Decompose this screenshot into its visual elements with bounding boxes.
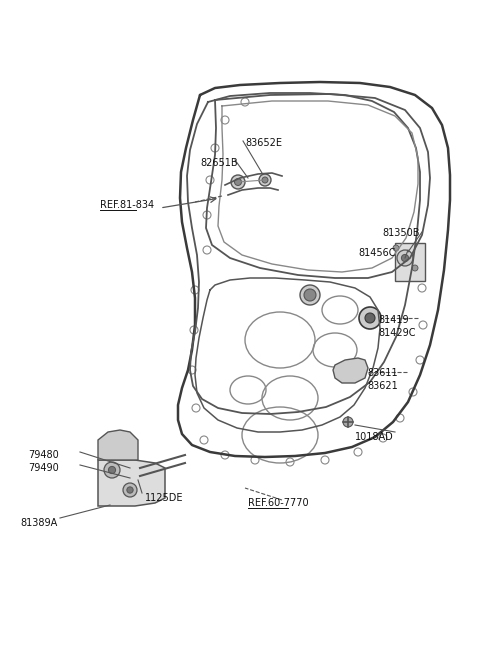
Text: 82651B: 82651B [200,158,238,168]
Circle shape [123,483,137,497]
Circle shape [259,174,271,186]
Polygon shape [98,430,138,460]
Text: 81456C: 81456C [358,248,396,258]
Bar [395,243,425,281]
Polygon shape [333,358,368,383]
Circle shape [304,289,316,301]
Text: 83621: 83621 [367,381,398,391]
Text: 79480: 79480 [28,450,59,460]
Circle shape [262,177,268,183]
Text: 81389A: 81389A [20,518,57,528]
Circle shape [300,285,320,305]
Text: 1125DE: 1125DE [145,493,183,503]
Circle shape [397,250,413,266]
Text: 1018AD: 1018AD [355,432,394,442]
Circle shape [365,313,375,323]
Circle shape [235,179,241,185]
Text: 79490: 79490 [28,463,59,473]
Circle shape [359,307,381,329]
Circle shape [104,462,120,478]
Polygon shape [98,460,165,506]
Text: 83652E: 83652E [245,138,282,148]
Circle shape [127,487,133,493]
Text: 83611: 83611 [367,368,397,378]
Text: 81429C: 81429C [378,328,416,338]
Text: 81350B: 81350B [382,228,420,238]
Circle shape [412,265,418,271]
Circle shape [231,175,245,189]
Text: 81419: 81419 [378,315,408,325]
Text: REF.81-834: REF.81-834 [100,200,154,210]
Circle shape [401,254,408,261]
Text: REF.60-7770: REF.60-7770 [248,498,309,508]
Circle shape [393,245,399,251]
Circle shape [343,417,353,427]
Circle shape [108,466,116,474]
